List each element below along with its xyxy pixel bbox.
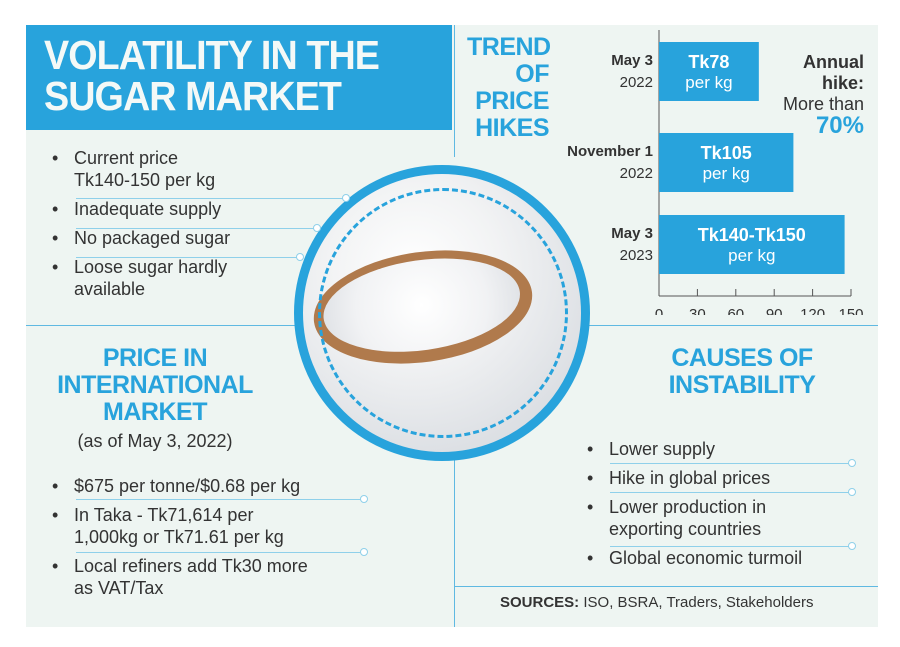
separator [76,552,364,553]
bar-data-label: Tk105 [701,143,752,163]
sources-line: SOURCES: ISO, BSRA, Traders, Stakeholder… [500,594,814,611]
list-item: Global economic turmoil [585,547,865,569]
bar [659,215,845,274]
category-label: May 3 [611,52,653,69]
connector-dot [848,542,856,550]
connector-dot [848,459,856,467]
trend-title: TREND OF PRICE HIKES [467,33,551,142]
list-item: Lower supply [585,438,865,460]
connector-dot [360,548,368,556]
connector-dot [342,194,350,202]
bar [659,42,759,101]
annual-hike-note: Annual hike: More than 70% [782,52,864,139]
bar [659,133,794,192]
x-tick-label: 120 [800,306,825,315]
international-title: PRICE IN INTERNATIONAL MARKET [57,344,253,426]
causes-title: CAUSES OF INSTABILITY [668,344,816,399]
category-label-year: 2023 [620,247,653,264]
x-tick-label: 90 [766,306,783,315]
international-subtitle: (as of May 3, 2022) [77,431,233,451]
x-tick-label: 60 [727,306,744,315]
main-title: VOLATILITY IN THE SUGAR MARKET [26,25,452,130]
title-line-2: SUGAR MARKET [44,73,342,119]
connector-dot [296,253,304,261]
separator [76,499,364,500]
category-label: May 3 [611,225,653,242]
divider-horizontal-right [580,325,878,326]
separator [76,228,316,229]
separator [610,463,850,464]
bar-data-label-unit: per kg [728,246,775,265]
title-line-1: VOLATILITY IN THE [44,32,380,78]
category-label-year: 2022 [620,165,653,182]
x-tick-label: 0 [655,306,663,315]
category-label: November 1 [567,143,653,160]
bar-data-label-unit: per kg [685,73,732,92]
separator [610,492,850,493]
x-tick-label: 30 [689,306,706,315]
connector-dot [313,224,321,232]
separator [76,198,346,199]
bar-data-label-unit: per kg [703,164,750,183]
dashed-ring [318,188,568,438]
bar-data-label: Tk140-Tk150 [698,225,806,245]
separator [76,257,298,258]
sources-divider [454,586,878,587]
x-tick-label: 150 [838,306,863,315]
divider-vertical-top [454,25,455,157]
separator [610,546,850,547]
list-item: No packaged sugar [50,227,310,249]
list-item: $675 per tonne/$0.68 per kg [50,475,370,497]
causes-points: Lower supply Hike in global prices Lower… [585,438,865,576]
divider-vertical-bottom [454,460,455,627]
bar-data-label: Tk78 [688,52,729,72]
international-points: $675 per tonne/$0.68 per kg In Taka - Tk… [50,475,370,606]
category-label-year: 2022 [620,74,653,91]
list-item: Inadequate supply [50,198,310,220]
divider-horizontal-left [26,325,306,326]
connector-dot [360,495,368,503]
connector-dot [848,488,856,496]
list-item: Hike in global prices [585,467,865,489]
